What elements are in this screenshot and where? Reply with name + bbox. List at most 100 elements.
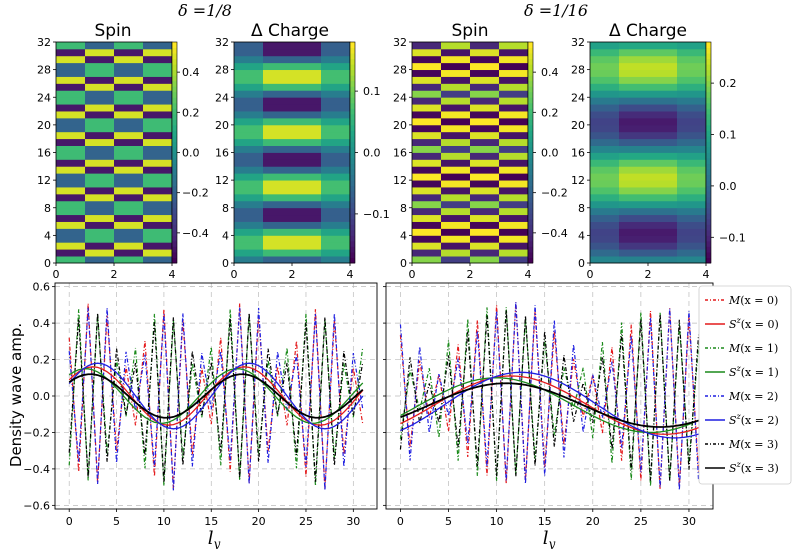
delta-title-right: δ =1/16 bbox=[524, 1, 588, 20]
heatmap-cell bbox=[619, 48, 649, 57]
heatmap-cell bbox=[321, 221, 351, 229]
heatmap-cell bbox=[56, 159, 86, 167]
heatmap-cell bbox=[619, 111, 649, 119]
heatmap-ytick-label: 4 bbox=[400, 229, 407, 242]
heatmap-cell bbox=[85, 235, 115, 243]
heatmap-cell bbox=[677, 242, 707, 250]
heatmap-cell bbox=[677, 48, 707, 57]
lineplot-ytick-label: −0.6 bbox=[23, 499, 50, 512]
heatmap-ytick-label: 12 bbox=[37, 174, 51, 187]
heatmap-cell bbox=[321, 42, 351, 50]
heatmap-cell bbox=[292, 62, 322, 71]
colorbar-segment bbox=[706, 229, 711, 236]
heatmap-cell bbox=[56, 76, 86, 84]
colorbar-segment bbox=[528, 75, 533, 82]
heatmap-cell bbox=[441, 124, 471, 133]
colorbar-segment bbox=[172, 42, 177, 49]
colorbar-segment bbox=[706, 53, 711, 60]
colorbar-segment bbox=[172, 240, 177, 247]
heatmap-cell bbox=[114, 249, 144, 257]
heatmap-cell bbox=[114, 242, 144, 250]
heatmap-cell bbox=[263, 228, 293, 236]
colorbar-segment bbox=[172, 180, 177, 187]
heatmap-cell bbox=[619, 235, 649, 243]
heatmap-cell bbox=[85, 187, 115, 195]
heatmap-cell bbox=[292, 131, 322, 140]
colorbar-segment bbox=[350, 229, 355, 236]
heatmap-cell bbox=[590, 214, 620, 222]
lineplot-xtick-label: 30 bbox=[346, 515, 360, 528]
heatmap-cell bbox=[114, 117, 144, 126]
lineplot-xtick-label: 10 bbox=[490, 515, 504, 528]
heatmap-cell bbox=[412, 55, 442, 64]
heatmap-cell bbox=[85, 42, 115, 50]
heatmap-cell bbox=[234, 76, 264, 84]
heatmap-cell bbox=[619, 97, 649, 105]
heatmap-cell bbox=[441, 166, 471, 174]
lineplot-xtick-label: 20 bbox=[586, 515, 600, 528]
heatmap-ytick-label: 20 bbox=[571, 119, 585, 132]
heatmap-cell bbox=[648, 131, 678, 140]
heatmap-cell bbox=[263, 193, 293, 202]
heatmap-cell bbox=[234, 131, 264, 140]
heatmap-cell bbox=[590, 249, 620, 257]
heatmap-cell bbox=[85, 90, 115, 98]
heatmap-cell bbox=[234, 83, 264, 91]
colorbar-tick-label: 0.2 bbox=[182, 106, 200, 119]
heatmap-cell bbox=[677, 228, 707, 236]
heatmap-cell bbox=[590, 97, 620, 105]
heatmap-xtick-label: 2 bbox=[111, 268, 118, 281]
heatmap-cell bbox=[234, 138, 264, 146]
colorbar-segment bbox=[350, 240, 355, 247]
heatmap-cell bbox=[56, 187, 86, 195]
heatmap-cell bbox=[114, 152, 144, 160]
colorbar-tick-label: −0.1 bbox=[363, 208, 390, 221]
heatmap-cell bbox=[114, 138, 144, 146]
heatmap-cell bbox=[499, 214, 529, 222]
heatmap-cell bbox=[470, 90, 500, 98]
heatmap-cell bbox=[499, 193, 529, 202]
heatmap-cell bbox=[619, 242, 649, 250]
heatmap-cell bbox=[648, 69, 678, 77]
colorbar-segment bbox=[528, 240, 533, 247]
colorbar-segment bbox=[350, 135, 355, 142]
colorbar-segment bbox=[350, 124, 355, 131]
heatmap-cell bbox=[56, 48, 86, 57]
heatmap-xtick-label: 4 bbox=[703, 268, 710, 281]
colorbar-segment bbox=[172, 130, 177, 137]
series-M-x2 bbox=[399, 301, 700, 490]
colorbar-tick-label: 0.2 bbox=[541, 106, 559, 119]
heatmap-ytick-label: 32 bbox=[37, 36, 51, 49]
colorbar-segment bbox=[706, 246, 711, 253]
heatmap-cell bbox=[263, 200, 293, 209]
heatmap-cell bbox=[412, 76, 442, 84]
heatmap-cell bbox=[619, 152, 649, 160]
heatmap-cell bbox=[412, 159, 442, 167]
colorbar-segment bbox=[350, 80, 355, 87]
heatmap-cell bbox=[619, 187, 649, 195]
heatmap-cell bbox=[292, 214, 322, 222]
heatmap-cell bbox=[321, 180, 351, 188]
heatmap-cell bbox=[412, 48, 442, 57]
colorbar-segment bbox=[350, 69, 355, 76]
heatmap-cell bbox=[648, 235, 678, 243]
heatmap-cell bbox=[263, 90, 293, 98]
heatmap-cell bbox=[470, 249, 500, 257]
heatmap-cell bbox=[499, 242, 529, 250]
heatmap-cell bbox=[441, 90, 471, 98]
heatmap-cell bbox=[292, 42, 322, 50]
colorbar-segment bbox=[172, 113, 177, 120]
heatmap-cell bbox=[590, 145, 620, 153]
heatmap-cell bbox=[292, 207, 322, 216]
heatmap-cell bbox=[321, 138, 351, 146]
colorbar-segment bbox=[172, 207, 177, 214]
heatmap-cell bbox=[56, 228, 86, 236]
colorbar-segment bbox=[172, 146, 177, 153]
colorbar-segment bbox=[706, 174, 711, 181]
colorbar-segment bbox=[172, 75, 177, 82]
heatmap-cell bbox=[56, 90, 86, 98]
colorbar-segment bbox=[706, 102, 711, 109]
colorbar-segment bbox=[350, 246, 355, 253]
heatmap-cell bbox=[648, 228, 678, 236]
heatmap-cell bbox=[143, 249, 173, 257]
